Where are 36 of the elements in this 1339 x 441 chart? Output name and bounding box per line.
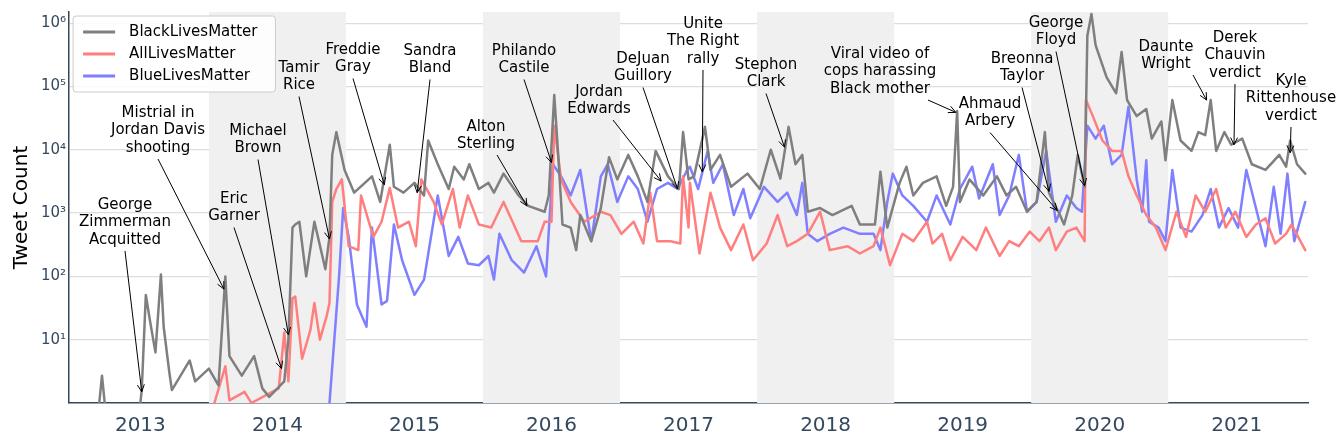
y-tick-label: 10⁴	[40, 139, 67, 158]
annotation: Michael Brown	[229, 120, 287, 157]
annotation: Stephon Clark	[734, 54, 798, 91]
annotation: Sandra Bland	[403, 40, 457, 77]
annotation: Breonna Taylor	[990, 48, 1054, 85]
annotation: Viral video of cops harassing Black mother	[823, 43, 937, 97]
y-tick-label: 10²	[40, 266, 67, 285]
annotation: Philando Castile	[491, 40, 557, 77]
annotation: Derek Chauvin verdict	[1204, 27, 1266, 81]
y-tick-label: 10⁶	[40, 13, 67, 32]
legend-label: BlueLivesMatter	[129, 65, 251, 84]
annotation: Daunte Wright	[1138, 36, 1194, 73]
legend-label: BlackLivesMatter	[129, 21, 259, 40]
annotation: Jordan Edwards	[567, 81, 632, 118]
x-tick-label: 2014	[251, 412, 303, 437]
x-tick-label: 2019	[937, 412, 989, 437]
annotation: Tamir Rice	[277, 57, 321, 94]
annotation: Mistrial in Jordan Davis shooting	[109, 102, 206, 156]
annotation: George Floyd	[1028, 12, 1084, 49]
x-tick-label: 2018	[800, 412, 852, 437]
y-tick-label: 10¹	[40, 329, 67, 348]
x-tick-label: 2013	[114, 412, 166, 437]
annotation: Alton Sterling	[456, 116, 516, 153]
annotation: Freddie Gray	[325, 39, 381, 76]
annotation: George Zimmerman Acquitted	[78, 194, 172, 248]
x-tick-label: 2016	[526, 412, 577, 437]
annotation: Ahmaud Arbery	[958, 93, 1022, 130]
x-tick-label: 2020	[1074, 412, 1126, 437]
x-tick-label: 2021	[1211, 412, 1263, 437]
annotation: Eric Garner	[208, 188, 261, 225]
legend-label: AllLivesMatter	[129, 43, 237, 62]
y-tick-label: 10⁵	[40, 76, 67, 95]
x-tick-label: 2015	[389, 412, 440, 437]
y-axis-title: Tweet Count	[8, 145, 33, 271]
y-tick-label: 10³	[40, 202, 67, 221]
x-tick-label: 2017	[663, 412, 714, 437]
